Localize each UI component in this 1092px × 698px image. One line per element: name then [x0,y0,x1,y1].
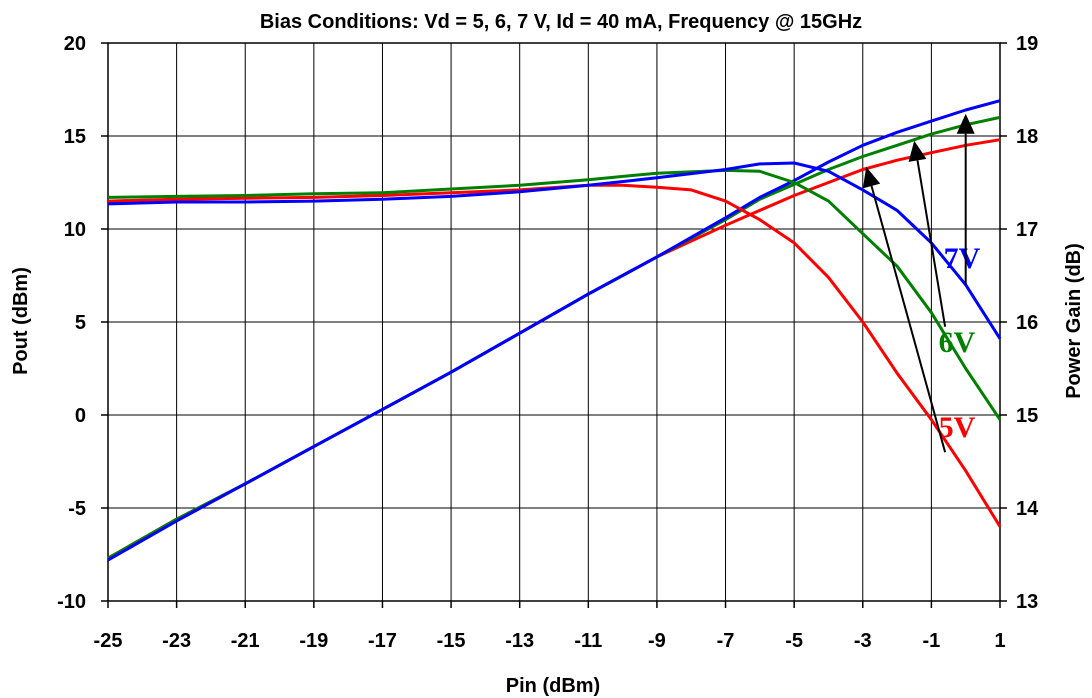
x-tick-label: -13 [505,630,534,652]
y2-tick-label: 13 [1016,591,1038,613]
grid [107,42,1001,602]
x-tick-label: -11 [574,630,602,652]
x-tick-label: -9 [648,630,666,652]
label-6v: 6V [939,326,976,359]
y2-tick-label: 19 [1016,33,1038,55]
y-tick-label: 15 [64,126,86,148]
gain-series-7v [107,161,1002,340]
y-tick-label: 5 [75,312,86,334]
pout-series-7v [107,99,1001,562]
arrow-head [862,166,881,189]
arrow-head [956,113,975,134]
label-5v: 5V [939,411,976,444]
x-tick-label: -19 [299,630,328,652]
y2-tick-label: 14 [1016,498,1039,520]
x-tick-label: -25 [94,630,123,652]
x-tick-label: -15 [437,630,466,652]
y-tick-label: 10 [64,219,86,241]
y-tick-label: -10 [57,591,86,613]
x-tick-label: -3 [854,630,872,652]
y2-tick-label: 15 [1016,405,1038,427]
y2-tick-labels: 13 14 15 16 17 18 19 [1016,33,1039,613]
x-tick-label: -7 [717,630,735,652]
x-tick-label: -1 [922,630,940,652]
x-axis-label: Pin (dBm) [506,675,600,697]
y2-tick-label: 18 [1016,126,1038,148]
y2-tick-label: 17 [1016,219,1038,241]
chart-title: Bias Conditions: Vd = 5, 6, 7 V, Id = 40… [260,11,862,33]
x-tick-label: -21 [231,630,260,652]
series-layer [107,99,1002,562]
y2-axis-label: Power Gain (dB) [1063,243,1085,399]
y-tick-label: -5 [68,498,86,520]
y-tick-labels: -10 -5 0 5 10 15 20 [57,33,86,613]
gain-series-5v [107,183,1002,528]
arrow-head [908,140,927,162]
annotation-layer: 7V 6V 5V [862,113,981,453]
x-tick-labels: -25 -23 -21 -19 -17 -15 -13 -11 -9 -7 -5 -3 -1 1 [94,630,1006,652]
arrow-shaft [870,185,947,453]
x-tick-label: -5 [785,630,803,652]
plot-frame [101,42,1007,608]
x-tick-label: -23 [162,630,191,652]
label-7v: 7V [944,242,981,275]
gain-series-6v [107,168,1002,421]
y-tick-label: 0 [75,405,86,427]
arrow-shaft [916,160,947,327]
y2-tick-label: 16 [1016,312,1038,334]
x-tick-label: -17 [368,630,397,652]
y-axis-label: Pout (dBm) [10,267,32,375]
x-tick-label: 1 [994,630,1005,652]
y-tick-label: 20 [64,33,86,55]
